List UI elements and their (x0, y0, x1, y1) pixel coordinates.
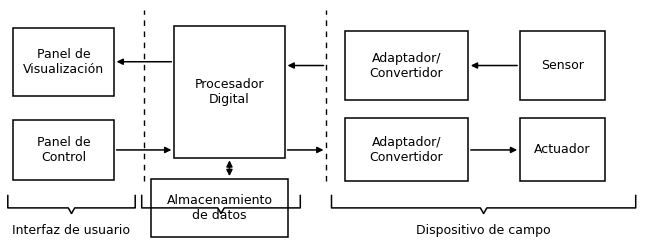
Text: Almacenamiento
de datos: Almacenamiento de datos (166, 194, 273, 222)
Bar (344, 118, 468, 181)
Text: Adaptador/
Convertidor: Adaptador/ Convertidor (369, 51, 443, 80)
Bar (344, 32, 468, 100)
Text: Panel de
Visualización: Panel de Visualización (23, 48, 104, 76)
Bar (13, 120, 114, 180)
Bar (520, 32, 604, 100)
Text: Interfaz de usuario: Interfaz de usuario (12, 224, 131, 237)
Text: Actuador: Actuador (534, 143, 590, 156)
Bar (13, 28, 114, 96)
Bar (174, 26, 285, 158)
Text: Panel de
Control: Panel de Control (36, 136, 90, 164)
Bar (520, 118, 604, 181)
Bar (151, 179, 288, 237)
Text: Procesador
Digital: Procesador Digital (195, 78, 264, 106)
Text: Adaptador/
Convertidor: Adaptador/ Convertidor (369, 136, 443, 164)
Text: Dispositivo de campo: Dispositivo de campo (416, 224, 551, 237)
Text: Sensor: Sensor (541, 59, 584, 72)
